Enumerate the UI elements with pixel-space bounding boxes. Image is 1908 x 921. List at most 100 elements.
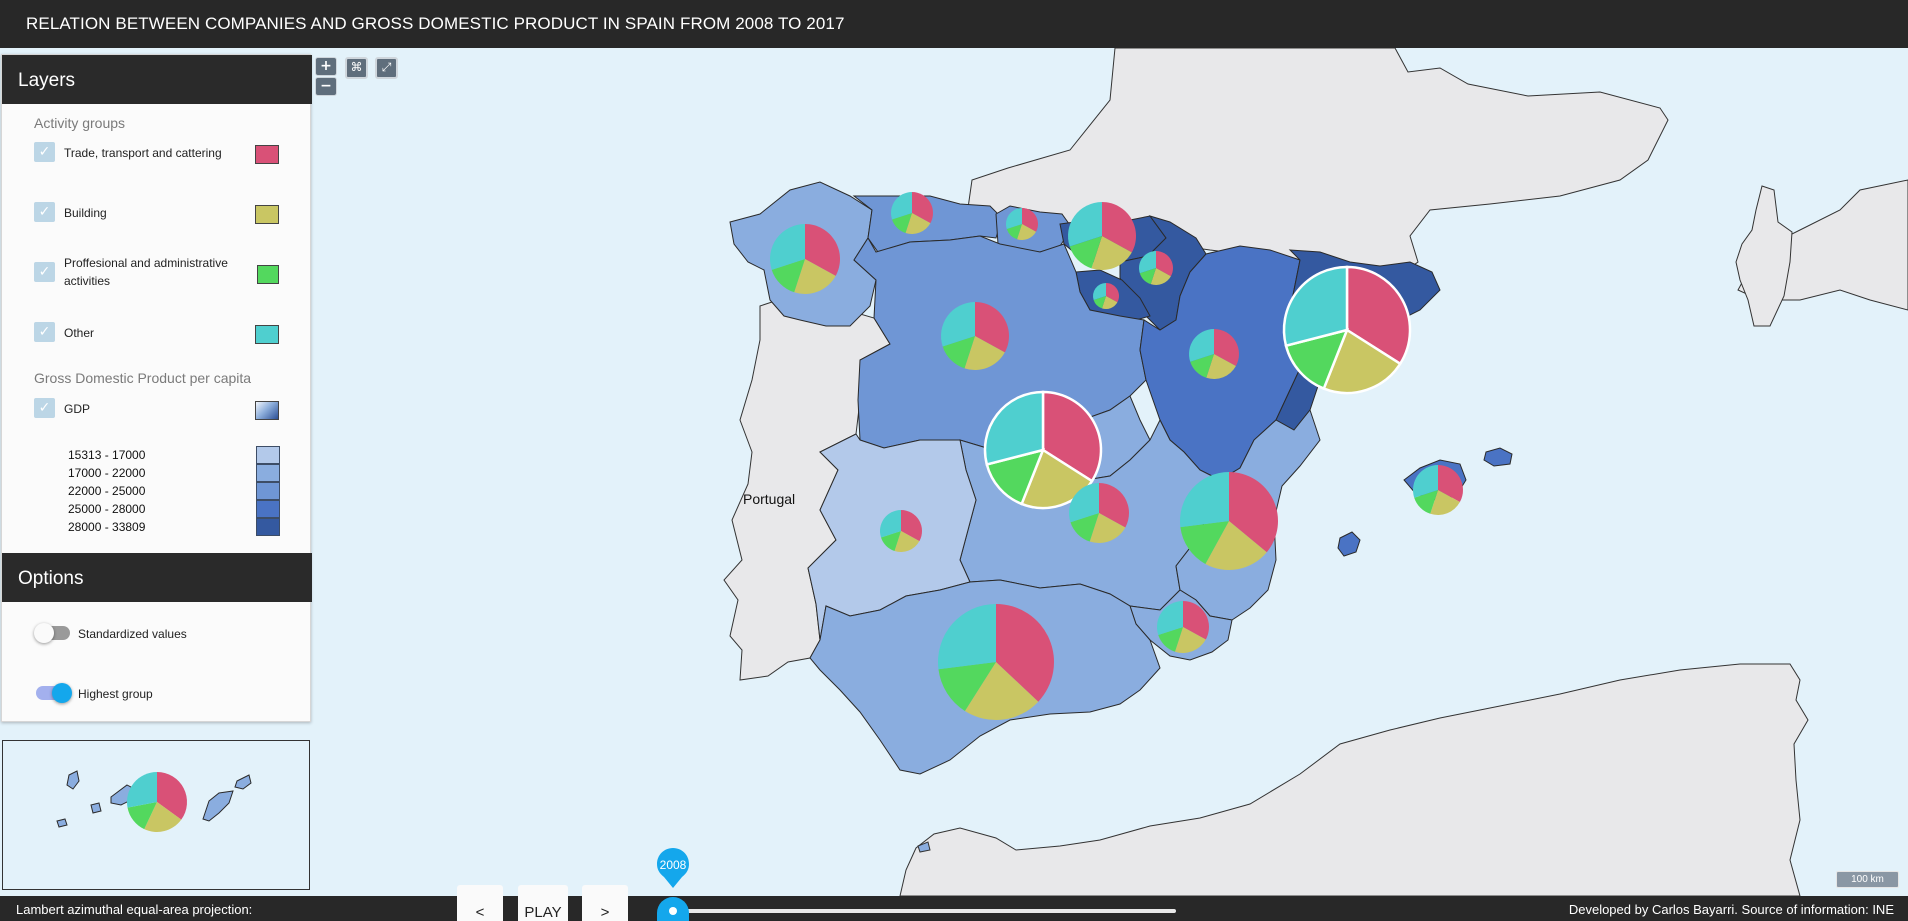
pie-slice[interactable] — [1093, 283, 1106, 301]
pie-la-rioja[interactable] — [1093, 283, 1119, 309]
pie-slice[interactable] — [1070, 513, 1099, 542]
pie-slice[interactable] — [1069, 236, 1102, 269]
pie-slice[interactable] — [942, 336, 975, 369]
pie-andalusia[interactable] — [938, 604, 1054, 720]
pie-slice[interactable] — [1102, 202, 1136, 253]
pie-slice[interactable] — [1180, 472, 1229, 528]
pie-slice[interactable] — [1430, 490, 1460, 516]
pie-slice[interactable] — [1017, 224, 1037, 240]
pie-slice[interactable] — [964, 336, 1005, 370]
pie-slice[interactable] — [1183, 601, 1209, 640]
pie-slice[interactable] — [1093, 296, 1106, 309]
pie-slice[interactable] — [901, 510, 922, 542]
pie-slice[interactable] — [1006, 224, 1022, 240]
pie-galicia[interactable] — [770, 224, 840, 294]
pie-slice[interactable] — [1189, 329, 1214, 362]
zoom-in-button[interactable]: + — [315, 57, 337, 76]
pie-slice[interactable] — [1156, 251, 1173, 277]
pie-madrid[interactable] — [983, 390, 1103, 510]
pie-layer[interactable] — [770, 192, 1463, 720]
pie-slice[interactable] — [1150, 268, 1171, 285]
pie-basque[interactable] — [1068, 202, 1136, 270]
fullscreen-button[interactable]: ⤢ — [375, 57, 398, 79]
pie-slice[interactable] — [1101, 296, 1118, 309]
year-slider-handle[interactable] — [657, 897, 689, 921]
pie-slice[interactable] — [1158, 627, 1183, 652]
pie-aragon[interactable] — [1189, 329, 1239, 380]
pie-slice[interactable] — [1438, 465, 1463, 503]
pie-slice[interactable] — [1190, 354, 1214, 378]
pie-slice[interactable] — [805, 224, 840, 276]
pie-slice[interactable] — [912, 192, 934, 224]
pie-slice[interactable] — [1322, 328, 1402, 395]
canary-islands-inset[interactable] — [2, 740, 310, 890]
next-year-button[interactable]: > — [582, 885, 628, 921]
pie-slice[interactable] — [127, 802, 157, 830]
pie-slice[interactable] — [157, 772, 187, 820]
pie-slice[interactable] — [1157, 601, 1183, 636]
pie-slice[interactable] — [144, 802, 182, 832]
pie-slice[interactable] — [1214, 329, 1239, 367]
pie-extremadura[interactable] — [880, 510, 922, 552]
pie-slice[interactable] — [770, 224, 805, 270]
pie-slice[interactable] — [894, 531, 920, 552]
pie-slice[interactable] — [1206, 354, 1236, 380]
pie-slice[interactable] — [1229, 472, 1278, 553]
pie-slice[interactable] — [1139, 268, 1156, 285]
pie-slice[interactable] — [1180, 521, 1229, 564]
pie-slice[interactable] — [126, 772, 157, 808]
pie-slice[interactable] — [881, 531, 901, 551]
pie-canarias[interactable] — [126, 772, 187, 832]
checkbox-trade[interactable]: ✓ — [34, 142, 55, 162]
standardized-toggle[interactable] — [34, 623, 70, 643]
pie-slice[interactable] — [983, 390, 1045, 466]
checkbox-other[interactable]: ✓ — [34, 322, 55, 342]
pie-slice[interactable] — [880, 510, 901, 538]
region-ibiza[interactable] — [1337, 531, 1361, 557]
pie-slice[interactable] — [1414, 490, 1438, 514]
pie-asturias[interactable] — [891, 192, 934, 235]
pie-slice[interactable] — [1006, 208, 1022, 229]
pie-slice[interactable] — [1205, 521, 1267, 570]
pie-castilla-leon[interactable] — [941, 302, 1010, 370]
pie-slice[interactable] — [891, 192, 912, 220]
pie-slice[interactable] — [964, 662, 1039, 720]
zoom-out-button[interactable]: − — [315, 77, 337, 96]
reset-extent-button[interactable]: ⌘ — [345, 57, 368, 79]
pie-slice[interactable] — [1099, 483, 1129, 528]
pie-slice[interactable] — [996, 604, 1054, 702]
pie-murcia[interactable] — [1157, 601, 1209, 653]
pie-slice[interactable] — [892, 213, 912, 233]
pie-slice[interactable] — [1282, 265, 1349, 348]
pie-slice[interactable] — [938, 662, 996, 711]
pie-slice[interactable] — [1068, 202, 1102, 247]
pie-valencia[interactable] — [1180, 472, 1278, 570]
pie-navarra[interactable] — [1139, 251, 1173, 285]
pie-slice[interactable] — [941, 302, 975, 347]
pie-cantabria[interactable] — [1006, 208, 1038, 240]
play-button[interactable]: PLAY — [518, 885, 568, 921]
pie-slice[interactable] — [1413, 465, 1438, 498]
pie-slice[interactable] — [1069, 483, 1099, 523]
pie-slice[interactable] — [1022, 208, 1038, 232]
year-slider-track[interactable] — [668, 909, 1176, 913]
map-canvas[interactable]: Portugal 100 km — [0, 48, 1908, 896]
pie-slice[interactable] — [1089, 513, 1126, 543]
region-menorca[interactable] — [1483, 447, 1513, 467]
pie-slice[interactable] — [1139, 251, 1156, 274]
checkbox-building[interactable]: ✓ — [34, 202, 55, 222]
pie-slice[interactable] — [1174, 627, 1206, 653]
checkbox-gdp[interactable]: ✓ — [34, 398, 55, 418]
map-svg[interactable]: Portugal — [0, 48, 1908, 896]
pie-slice[interactable] — [938, 604, 996, 670]
pie-canarias-chart[interactable] — [126, 772, 187, 832]
checkbox-professional[interactable]: ✓ — [34, 262, 55, 282]
pie-baleares[interactable] — [1413, 465, 1463, 516]
pie-slice[interactable] — [975, 302, 1010, 353]
pie-slice[interactable] — [794, 259, 836, 294]
prev-year-button[interactable]: < — [457, 885, 503, 921]
pie-castilla-la-mancha[interactable] — [1069, 483, 1129, 543]
pie-slice[interactable] — [1091, 236, 1132, 270]
pie-slice[interactable] — [771, 259, 805, 293]
pie-slice[interactable] — [905, 213, 931, 235]
